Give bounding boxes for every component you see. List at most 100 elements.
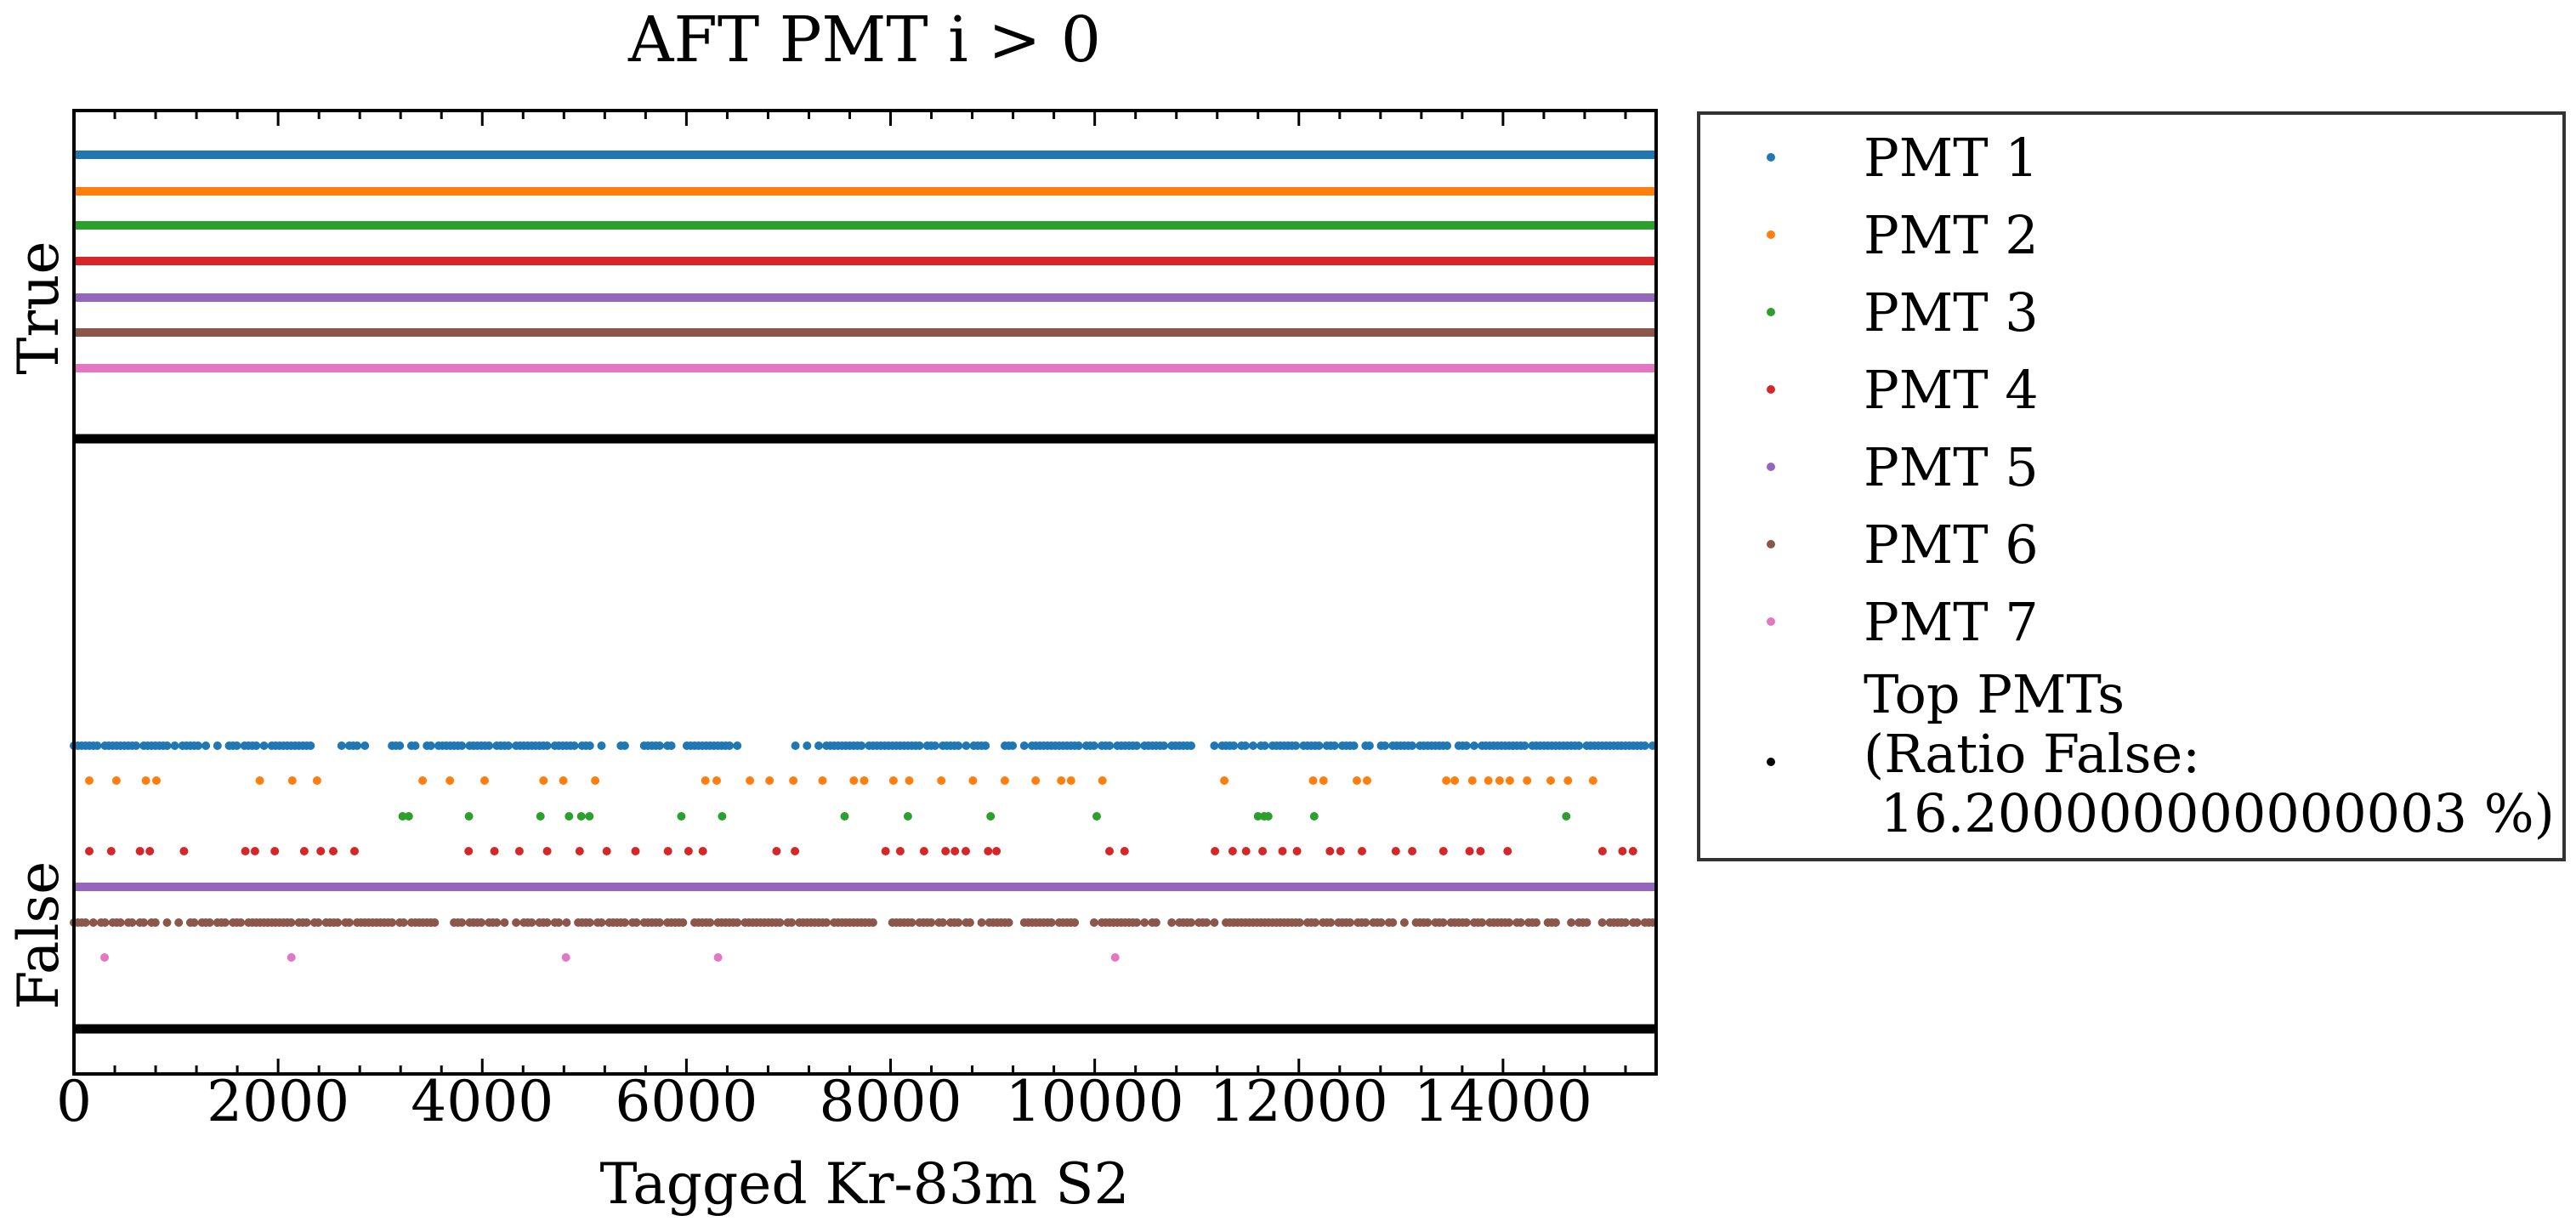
series-false-point-1-222 [1314,741,1324,750]
series-false-point-6-289 [1597,918,1607,927]
series-false-point-3-1 [404,812,413,821]
series-false-point-1-233 [1381,741,1390,750]
series-false-point-1-146 [915,741,924,750]
series-false-point-6-246 [1346,918,1354,927]
series-false-point-4-45 [1438,847,1448,855]
series-false-point-2-20 [860,776,869,785]
series-false-point-3-11 [986,812,996,821]
series-false-point-6-63 [399,918,408,927]
series-false-point-4-30 [984,847,993,855]
series-false-point-6-216 [1210,918,1219,927]
series-false-point-2-31 [1308,776,1318,785]
series-false-point-2-36 [1450,776,1460,785]
series-false-point-6-70 [430,918,440,927]
series-false-point-6-11 [128,918,137,927]
series-false-point-6-91 [562,918,571,927]
series-false-point-4-8 [299,847,309,855]
series-false-point-2-21 [888,776,898,785]
series-false-point-1-205 [1229,741,1239,750]
series-false-point-6-95 [585,918,594,927]
legend-marker-pmt-4 [1767,385,1775,394]
series-false-point-1-200 [1187,741,1195,750]
series-false-point-1-49 [306,741,315,750]
x-tick-label-8000: 8000 [820,1069,962,1134]
series-false-point-3-17 [1562,812,1571,821]
legend-marker-pmt-6 [1767,540,1775,548]
series-false-point-2-35 [1442,776,1451,785]
series-false-point-6-162 [907,918,916,927]
series-false-point-4-21 [698,847,707,855]
series-false-point-1-159 [981,741,990,750]
series-false-point-4-20 [684,847,693,855]
series-false-point-6-239 [1311,918,1319,927]
series-false-point-1-87 [542,741,552,750]
series-false-point-4-24 [881,847,890,855]
series-false-point-4-29 [962,847,970,855]
series-false-point-1-229 [1349,741,1359,750]
series-false-point-4-12 [464,847,474,855]
series-false-point-1-53 [353,741,362,750]
series-false-point-1-50 [337,741,346,750]
series-false-point-3-9 [840,812,849,821]
legend-marker-pmt-3 [1767,308,1775,316]
series-false-point-2-14 [712,776,721,785]
series-false-point-6-166 [927,918,936,927]
series-false-point-6-114 [678,918,688,927]
series-false-point-6-236 [1295,918,1304,927]
y-tick-label-true: True [6,241,71,374]
series-false-point-6-145 [822,918,831,927]
series-false-point-6-276 [1505,918,1514,927]
legend-label-pmt-3: PMT 3 [1864,281,2039,344]
series-false-point-4-37 [1258,847,1268,855]
series-false-point-6-40 [287,918,296,927]
series-false-point-4-26 [919,847,928,855]
legend-items: PMT 1 PMT 2 PMT 3 PMT 4 PMT 5 PMT 6 PMT 7 [1767,127,2039,653]
series-false-point-4-36 [1241,847,1251,855]
series-false-point-2-11 [559,776,568,785]
series-false-point-4-27 [941,847,950,855]
series-false-point-3-10 [903,812,912,821]
series-false-point-6-215 [1202,918,1211,927]
series-false-point-4-11 [350,847,359,855]
series-false-point-6-255 [1399,918,1409,927]
series-false-point-6-104 [632,918,641,927]
series-false-point-1-225 [1330,741,1339,750]
series-false-point-2-41 [1523,776,1532,785]
series-false-point-4-18 [631,847,640,855]
series-false-point-6-270 [1478,918,1487,927]
series-false-point-1-188 [1132,741,1142,750]
series-false-point-1-74 [485,741,494,750]
series-false-point-1-22 [162,741,172,750]
series-false-point-1-208 [1249,741,1257,750]
series-false-point-6-267 [1461,918,1471,927]
series-false-point-1-37 [252,741,261,750]
series-false-point-1-239 [1408,741,1416,750]
series-false-point-1-207 [1240,741,1250,750]
series-false-point-2-27 [1057,776,1066,785]
series-false-point-1-155 [962,741,971,750]
series-false-point-6-204 [1132,918,1142,927]
series-false-point-2-13 [701,776,710,785]
series-false-point-6-3 [81,918,90,927]
series-false-point-2-18 [818,776,827,785]
series-false-point-6-19 [190,918,199,927]
series-false-point-2-19 [849,776,859,785]
series-false-point-4-9 [316,847,326,855]
series-false-point-6-17 [174,918,184,927]
series-false-point-4-28 [950,847,960,855]
series-false-point-6-49 [333,918,343,927]
series-false-point-3-8 [718,812,727,821]
series-false-point-6-25 [220,918,230,927]
series-false-point-4-14 [514,847,524,855]
series-false-point-1-119 [733,741,742,750]
legend-marker-pmt-2 [1767,230,1775,239]
series-false-point-1-96 [585,741,594,750]
series-false-point-1-251 [1470,741,1478,750]
series-false-point-2-24 [968,776,978,785]
series-false-point-2-3 [152,776,161,785]
legend-marker-top-pmts [1767,758,1775,766]
series-false-point-4-48 [1503,847,1512,855]
series-false-point-6-296 [1632,918,1642,927]
series-false-point-1-154 [954,741,963,750]
series-false-point-3-0 [398,812,407,821]
